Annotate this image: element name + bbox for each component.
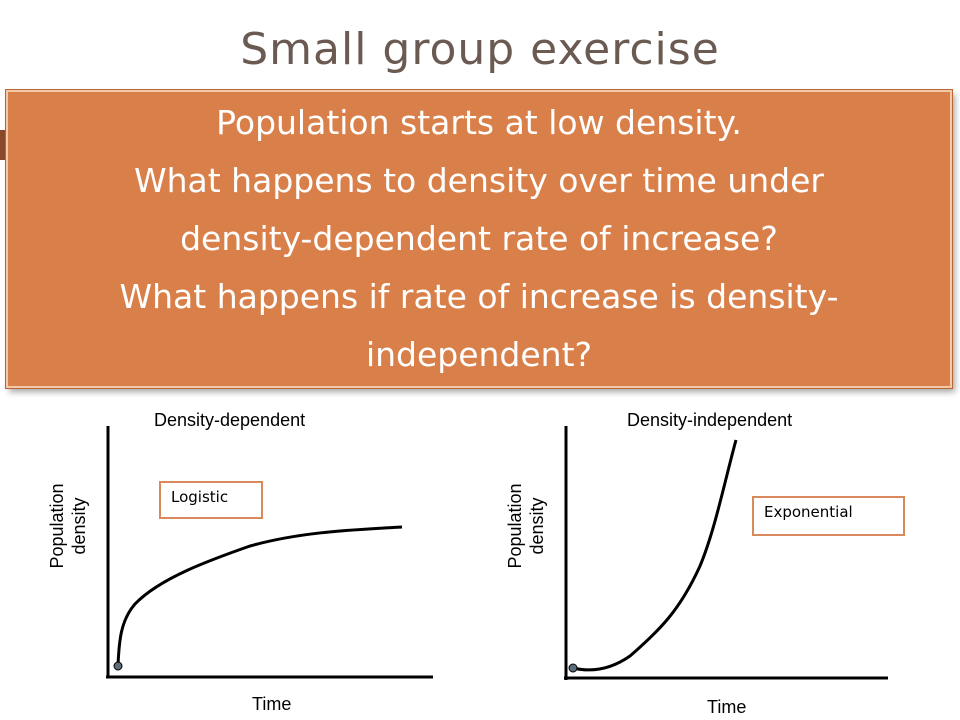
callout-line: What happens to density over time under	[133, 161, 824, 200]
left-x-axis-label: Time	[252, 694, 292, 714]
right-chart-title: Density-independent	[627, 410, 793, 430]
left-start-point	[113, 661, 123, 671]
left-chart-title: Density-dependent	[154, 410, 306, 430]
callout-line: What happens if rate of increase is dens…	[119, 277, 839, 316]
slide-title: Small group exercise	[240, 24, 720, 75]
question-callout: Population starts at low density. What h…	[6, 90, 952, 388]
decorative-notch	[0, 130, 6, 160]
right-start-point	[568, 663, 578, 673]
callout-line: independent?	[365, 335, 593, 374]
callout-line: density-dependent rate of increase?	[180, 219, 778, 258]
exponential-curve	[572, 439, 738, 672]
callout-line: Population starts at low density.	[216, 103, 742, 142]
exponential-tag: Exponential	[752, 496, 905, 536]
logistic-tag: Logistic	[159, 481, 263, 519]
logistic-curve	[116, 525, 403, 667]
right-x-axis-label: Time	[707, 697, 747, 717]
